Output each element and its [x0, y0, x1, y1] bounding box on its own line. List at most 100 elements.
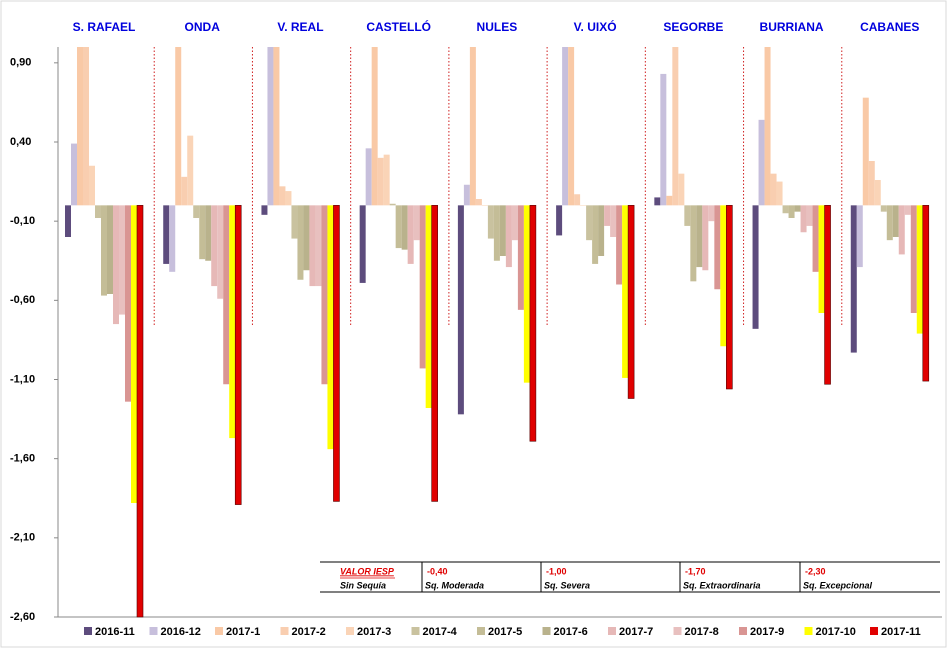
- legend-label: 2017-2: [292, 626, 326, 638]
- category-label: SEGORBE: [663, 20, 723, 34]
- legend-label: 2017-1: [226, 626, 260, 638]
- bar: [505, 205, 512, 268]
- category-label: S. RAFAEL: [73, 20, 136, 34]
- bar: [714, 205, 721, 290]
- bar: [806, 205, 813, 226]
- category-label: V. REAL: [277, 20, 323, 34]
- bar: [678, 173, 685, 206]
- legend-label: 2016-11: [95, 626, 135, 638]
- bar: [487, 205, 494, 239]
- bar: [217, 205, 224, 299]
- iesp-class: Sq. Severa: [544, 580, 590, 590]
- legend-swatch: [215, 627, 223, 635]
- bar: [431, 205, 438, 502]
- bar: [627, 205, 635, 399]
- bar: [481, 205, 488, 206]
- bar: [321, 205, 328, 385]
- y-tick-label: -0,60: [10, 294, 35, 306]
- bar: [782, 205, 789, 214]
- legend-label: 2017-5: [488, 626, 522, 638]
- bar: [315, 205, 322, 287]
- bar: [83, 47, 89, 206]
- bar: [568, 47, 575, 206]
- bar: [261, 205, 268, 215]
- bar: [690, 205, 697, 282]
- iesp-threshold: -1,70: [685, 566, 706, 576]
- legend-swatch: [739, 627, 747, 635]
- bar: [223, 205, 230, 385]
- bar: [904, 205, 911, 215]
- bar: [407, 205, 414, 264]
- bar: [199, 205, 206, 260]
- bar: [131, 205, 137, 504]
- bar: [95, 205, 101, 218]
- bar: [654, 197, 661, 206]
- bar: [592, 205, 599, 264]
- bar: [267, 47, 274, 206]
- bar: [672, 47, 679, 206]
- bar: [234, 205, 242, 505]
- bar: [696, 205, 703, 268]
- bar: [273, 47, 280, 206]
- bar: [463, 184, 470, 206]
- bar: [205, 205, 212, 261]
- legend-swatch: [84, 627, 92, 635]
- bar: [886, 205, 893, 241]
- bar: [65, 205, 71, 237]
- category-label: NULES: [477, 20, 518, 34]
- legend-swatch: [870, 627, 878, 635]
- bar: [684, 205, 691, 226]
- bar: [193, 205, 200, 218]
- bar: [169, 205, 176, 272]
- bar: [107, 205, 113, 294]
- bar: [71, 143, 77, 206]
- bar: [898, 205, 905, 255]
- bar: [610, 205, 617, 237]
- legend-label: 2017-6: [554, 626, 588, 638]
- iesp-class: Sq. Excepcional: [803, 580, 873, 590]
- bar: [562, 47, 569, 206]
- bar: [425, 205, 432, 408]
- legend-label: 2017-4: [423, 626, 458, 638]
- bar: [365, 148, 372, 206]
- bar: [868, 161, 875, 206]
- bar: [371, 47, 378, 206]
- bar: [101, 205, 107, 296]
- bar: [303, 205, 310, 271]
- legend-swatch: [673, 627, 682, 635]
- bar: [880, 205, 887, 212]
- bar: [457, 205, 464, 415]
- legend-swatch: [477, 627, 485, 635]
- bar: [580, 205, 587, 206]
- bar: [856, 205, 863, 268]
- legend-swatch: [411, 627, 420, 635]
- category-label: ONDA: [185, 20, 221, 34]
- bar: [598, 205, 605, 256]
- bar: [726, 205, 733, 390]
- bar: [702, 205, 709, 271]
- bar: [395, 205, 402, 249]
- bar: [622, 205, 629, 378]
- y-tick-label: -1,10: [10, 373, 35, 385]
- iesp-header-label: Sin Sequía: [340, 580, 386, 590]
- bar: [401, 205, 408, 250]
- bar: [327, 205, 334, 450]
- bar: [77, 47, 83, 206]
- bar: [475, 199, 482, 206]
- iesp-header: VALOR IESP: [340, 566, 395, 576]
- bar: [758, 119, 765, 206]
- bar: [720, 205, 727, 347]
- y-tick-label: -2,60: [10, 611, 35, 623]
- bar: [309, 205, 316, 287]
- legend-swatch: [280, 627, 289, 635]
- legend-swatch: [542, 627, 551, 635]
- bar: [862, 97, 869, 206]
- bar: [499, 205, 506, 256]
- bar: [556, 205, 563, 236]
- bar: [136, 205, 144, 618]
- bar: [892, 205, 899, 237]
- bar: [211, 205, 218, 287]
- bar: [824, 205, 831, 385]
- bar: [666, 195, 673, 206]
- bar: [818, 205, 825, 313]
